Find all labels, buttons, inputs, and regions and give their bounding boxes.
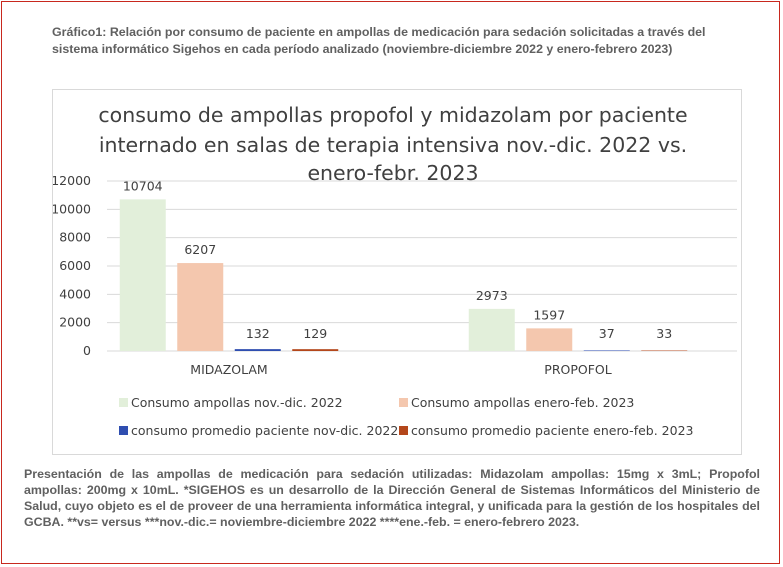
x-category-label: MIDAZOLAM [190,362,267,377]
legend-label: consumo promedio paciente enero-feb. 202… [411,423,693,438]
y-tick-label: 0 [83,343,91,358]
y-tick-label: 4000 [59,286,91,301]
bar-midazolam-3 [234,349,281,351]
legend-swatch [119,426,128,435]
legend-swatch [119,398,128,407]
data-label: 33 [656,326,672,341]
legend-label: Consumo ampollas nov.-dic. 2022 [131,395,343,410]
legend-label: consumo promedio paciente nov-dic. 2022 [131,423,398,438]
y-tick-label: 12000 [53,173,91,188]
bar-midazolam-2 [177,263,224,351]
y-tick-label: 8000 [59,230,91,245]
data-label: 129 [303,326,327,341]
data-label: 10704 [123,178,163,193]
legend-swatch [399,398,408,407]
figure-footnote: Presentación de las ampollas de medicaci… [24,467,760,529]
data-label: 37 [599,326,615,341]
chart-title-line-2: internado en salas de terapia intensiva … [99,133,687,157]
bar-midazolam-1 [119,199,166,351]
bar-propofol-2 [526,328,573,351]
legend-label: Consumo ampollas enero-feb. 2023 [411,395,634,410]
y-tick-label: 2000 [59,315,91,330]
bar-propofol-3 [583,350,630,351]
chart-area: consumo de ampollas propofol y midazolam… [51,89,742,455]
legend-swatch [399,426,408,435]
bar-chart: consumo de ampollas propofol y midazolam… [51,103,737,438]
y-tick-label: 10000 [53,201,91,216]
data-label: 6207 [184,242,216,257]
bar-midazolam-4 [292,349,339,351]
x-category-label: PROPOFOL [544,362,611,377]
data-label: 132 [246,326,270,341]
data-label: 2973 [476,288,508,303]
data-label: 1597 [533,307,565,322]
bar-propofol-1 [468,308,515,351]
figure-caption: Gráfico1: Relación por consumo de pacien… [52,25,706,56]
chart-title-line-1: consumo de ampollas propofol y midazolam… [98,103,687,127]
y-tick-label: 6000 [59,258,91,273]
